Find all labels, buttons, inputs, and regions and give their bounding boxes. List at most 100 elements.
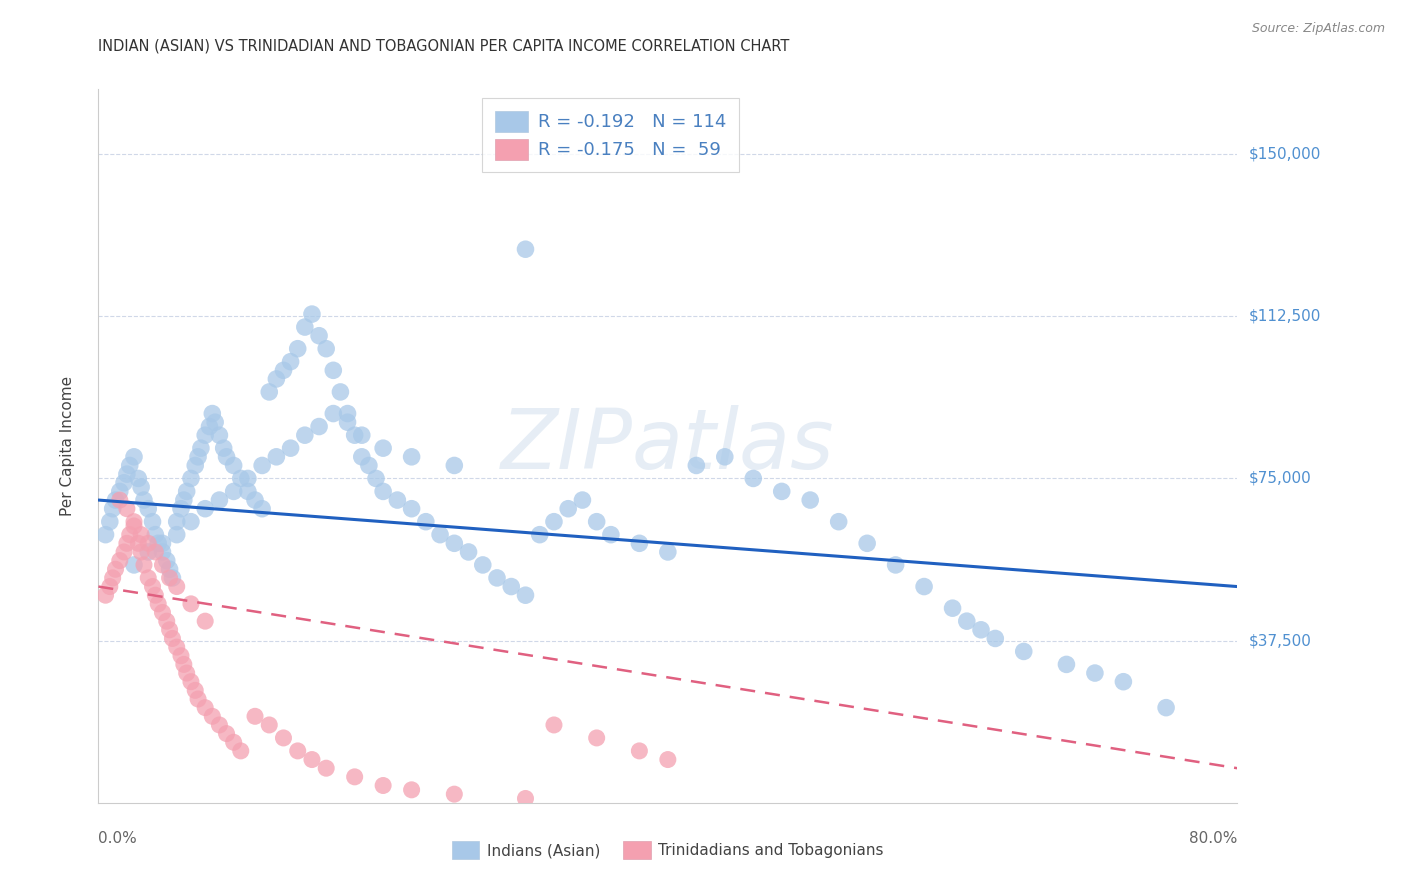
Point — [229, 471, 252, 485]
Point — [280, 354, 302, 368]
Point — [122, 558, 145, 572]
Text: 0.0%: 0.0% — [98, 831, 138, 847]
Point — [148, 597, 170, 611]
Text: Source: ZipAtlas.com: Source: ZipAtlas.com — [1251, 22, 1385, 36]
Point — [190, 441, 212, 455]
Point — [294, 428, 316, 442]
Point — [457, 545, 479, 559]
Point — [322, 407, 344, 421]
Point — [198, 419, 221, 434]
Point — [266, 450, 288, 464]
Point — [250, 458, 273, 473]
Point — [118, 527, 141, 541]
Legend: Indians (Asian), Trinidadians and Tobagonians: Indians (Asian), Trinidadians and Tobago… — [444, 834, 891, 866]
Point — [170, 501, 193, 516]
Point — [94, 588, 117, 602]
Point — [122, 515, 145, 529]
Point — [585, 731, 607, 745]
Point — [350, 450, 373, 464]
Point — [222, 735, 245, 749]
Point — [585, 515, 607, 529]
Point — [1112, 674, 1135, 689]
Text: $75,000: $75,000 — [1249, 471, 1312, 486]
Point — [184, 683, 207, 698]
Point — [1154, 700, 1177, 714]
Point — [956, 614, 979, 628]
Point — [799, 493, 821, 508]
Point — [322, 363, 344, 377]
Point — [429, 527, 451, 541]
Point — [141, 580, 163, 594]
Point — [501, 580, 523, 594]
Point — [104, 493, 127, 508]
Point — [194, 700, 217, 714]
Point — [162, 571, 184, 585]
Point — [415, 515, 437, 529]
Point — [229, 744, 252, 758]
Point — [159, 623, 181, 637]
Point — [108, 553, 131, 567]
Point — [259, 384, 281, 399]
Point — [184, 458, 207, 473]
Point — [112, 475, 135, 490]
Point — [132, 558, 155, 572]
Point — [515, 588, 537, 602]
Point — [101, 501, 124, 516]
Text: $112,500: $112,500 — [1249, 309, 1320, 324]
Point — [770, 484, 793, 499]
Point — [401, 782, 423, 797]
Point — [287, 342, 309, 356]
Point — [129, 527, 152, 541]
Point — [685, 458, 707, 473]
Point — [301, 753, 323, 767]
Point — [600, 527, 623, 541]
Point — [329, 384, 352, 399]
Point — [115, 501, 138, 516]
Text: 80.0%: 80.0% — [1189, 831, 1237, 847]
Point — [136, 571, 159, 585]
Text: INDIAN (ASIAN) VS TRINIDADIAN AND TOBAGONIAN PER CAPITA INCOME CORRELATION CHART: INDIAN (ASIAN) VS TRINIDADIAN AND TOBAGO… — [98, 38, 790, 54]
Point — [170, 648, 193, 663]
Point — [122, 519, 145, 533]
Point — [364, 471, 387, 485]
Point — [373, 779, 395, 793]
Point — [443, 787, 465, 801]
Point — [204, 415, 226, 429]
Point — [266, 372, 288, 386]
Point — [176, 484, 198, 499]
Point — [145, 527, 167, 541]
Point — [215, 450, 238, 464]
Point — [1012, 644, 1035, 658]
Point — [180, 597, 202, 611]
Point — [315, 342, 337, 356]
Point — [127, 536, 149, 550]
Point — [529, 527, 551, 541]
Point — [273, 731, 295, 745]
Point — [657, 753, 679, 767]
Point — [136, 545, 159, 559]
Point — [145, 588, 167, 602]
Point — [173, 493, 195, 508]
Point — [94, 527, 117, 541]
Point — [357, 458, 380, 473]
Point — [343, 428, 366, 442]
Point — [294, 320, 316, 334]
Point — [187, 692, 209, 706]
Point — [970, 623, 993, 637]
Point — [273, 363, 295, 377]
Point — [108, 493, 131, 508]
Point — [912, 580, 935, 594]
Point — [280, 441, 302, 455]
Point — [122, 450, 145, 464]
Point — [984, 632, 1007, 646]
Point — [132, 493, 155, 508]
Point — [828, 515, 851, 529]
Point — [443, 536, 465, 550]
Point — [166, 580, 188, 594]
Point — [336, 407, 359, 421]
Point — [212, 441, 235, 455]
Point — [201, 407, 224, 421]
Point — [401, 450, 423, 464]
Point — [156, 614, 179, 628]
Point — [884, 558, 907, 572]
